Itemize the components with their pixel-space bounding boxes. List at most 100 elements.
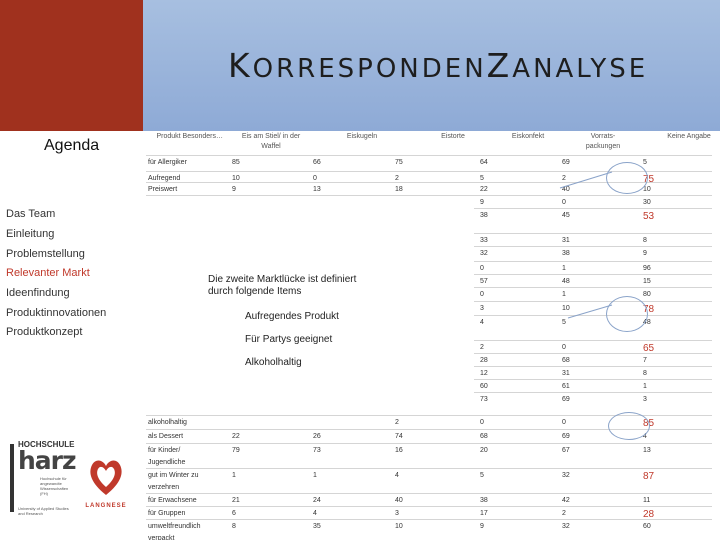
- header-band: [143, 0, 720, 131]
- table-cell: 79: [232, 447, 240, 454]
- table-cell: 1: [313, 472, 317, 479]
- table-cell: 22: [232, 433, 240, 440]
- table-cell: 66: [313, 159, 321, 166]
- table-cell: 38: [480, 212, 488, 219]
- table-cell: 9: [232, 186, 236, 193]
- agenda-item[interactable]: Relevanter Markt: [6, 267, 90, 279]
- table-cell: 3: [395, 510, 399, 517]
- table-cell: 0: [480, 419, 484, 426]
- table-cell: 15: [643, 278, 651, 285]
- table-cell: 5: [562, 319, 566, 326]
- table-cell: 48: [562, 278, 570, 285]
- agenda-item[interactable]: Das Team: [6, 208, 56, 220]
- agenda-item[interactable]: Produktkonzept: [6, 326, 83, 338]
- table-cell: 2: [562, 175, 566, 182]
- table-cell: 60: [643, 523, 651, 530]
- column-header: Eiskonfekt: [511, 133, 545, 140]
- table-cell: 5: [480, 175, 484, 182]
- table-cell: 9: [480, 199, 484, 206]
- table-cell: 5: [480, 472, 484, 479]
- table-cell: 32: [480, 250, 488, 257]
- table-cell: 67: [562, 447, 570, 454]
- table-cell: 22: [480, 186, 488, 193]
- agenda-item[interactable]: Ideenfindung: [6, 287, 70, 299]
- table-cell: 33: [480, 237, 488, 244]
- row-divider: [146, 171, 712, 172]
- table-cell: 57: [480, 278, 488, 285]
- table-cell: 4: [313, 510, 317, 517]
- column-header: Eistorte: [441, 133, 465, 140]
- table-cell: 5: [643, 159, 647, 166]
- agenda-item[interactable]: Problemstellung: [6, 248, 85, 260]
- table-cell: 65: [643, 343, 655, 354]
- table-cell: 0: [313, 175, 317, 182]
- table-cell: 45: [562, 212, 570, 219]
- column-header: Keine Angabe: [667, 133, 711, 140]
- table-cell: 78: [643, 304, 655, 315]
- table-cell: 32: [562, 523, 570, 530]
- table-cell: 4: [480, 319, 484, 326]
- table-cell: 80: [643, 291, 651, 298]
- table-cell: 18: [395, 186, 403, 193]
- table-cell: 68: [480, 433, 488, 440]
- slide-title: KORRESPONDENZANALYSE: [228, 46, 649, 85]
- table-cell: 13: [313, 186, 321, 193]
- table-cell: 8: [643, 237, 647, 244]
- table-cell: 7: [643, 357, 647, 364]
- table-cell: 2: [395, 175, 399, 182]
- agenda-item[interactable]: Produktinnovationen: [6, 307, 107, 319]
- row-divider: [146, 429, 712, 430]
- table-cell: 87: [643, 471, 655, 482]
- row-divider: [146, 155, 712, 156]
- row-divider: [146, 506, 712, 507]
- row-label: Preiswert: [148, 186, 178, 193]
- info-popup: Die zweite Marktlücke ist definiert durc…: [143, 196, 474, 410]
- row-divider: [146, 468, 712, 469]
- table-cell: 0: [480, 291, 484, 298]
- row-divider: [146, 443, 712, 444]
- highlight-oval: [606, 162, 648, 194]
- left-accent-band: [0, 0, 143, 131]
- row-divider: [146, 519, 712, 520]
- highlight-oval: [606, 296, 648, 332]
- table-cell: 75: [643, 174, 655, 185]
- table-cell: 1: [232, 472, 236, 479]
- table-cell: 12: [480, 370, 488, 377]
- popup-item: Alkoholhaltig: [245, 357, 302, 368]
- table-cell: 31: [562, 370, 570, 377]
- table-cell: 2: [395, 419, 399, 426]
- table-cell: 85: [232, 159, 240, 166]
- table-cell: 8: [232, 523, 236, 530]
- row-label: für Gruppen: [148, 510, 186, 517]
- table-cell: 1: [562, 265, 566, 272]
- row-divider: [146, 182, 712, 183]
- table-cell: 40: [395, 497, 403, 504]
- agenda-item[interactable]: Einleitung: [6, 228, 55, 240]
- row-label: Aufregend: [148, 175, 181, 182]
- column-header: Vorrats-packungen: [585, 133, 621, 150]
- table-cell: 2: [562, 510, 566, 517]
- table-cell: 73: [313, 447, 321, 454]
- table-cell: 2: [480, 344, 484, 351]
- table-cell: 3: [480, 305, 484, 312]
- popup-heading: Die zweite Marktlücke ist definiert durc…: [208, 274, 357, 297]
- table-cell: 38: [480, 497, 488, 504]
- table-cell: 96: [643, 265, 651, 272]
- table-cell: 0: [562, 199, 566, 206]
- row-label: für Erwachsene: [148, 497, 197, 504]
- column-header: Eiskugeln: [346, 133, 378, 140]
- table-cell: 1: [562, 291, 566, 298]
- row-label: umweltfreundlich verpackt: [148, 523, 201, 540]
- table-cell: 30: [643, 199, 651, 206]
- highlight-oval: [608, 412, 650, 440]
- table-cell: 10: [643, 186, 651, 193]
- table-cell: 6: [232, 510, 236, 517]
- table-cell: 74: [395, 433, 403, 440]
- row-divider: [146, 415, 712, 416]
- row-label: als Dessert: [148, 433, 184, 440]
- table-cell: 0: [480, 265, 484, 272]
- row-label: gut im Winter zu verzehren: [148, 472, 199, 491]
- table-cell: 0: [562, 419, 566, 426]
- table-cell: 20: [480, 447, 488, 454]
